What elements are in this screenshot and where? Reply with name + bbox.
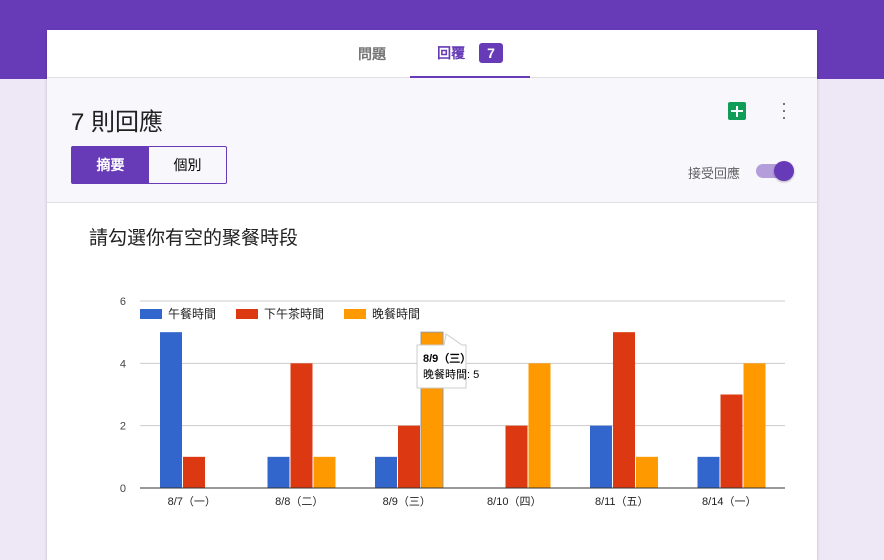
legend-label: 午餐時間	[168, 306, 216, 321]
bar	[313, 456, 336, 488]
legend-label: 晚餐時間	[372, 306, 420, 321]
bar	[398, 425, 420, 488]
x-tick-label: 8/8（二）	[275, 495, 323, 508]
y-tick-label: 6	[120, 296, 126, 308]
bar	[267, 456, 290, 488]
x-tick-label: 8/7（一）	[168, 495, 216, 508]
page-title: 7 則回應	[71, 109, 164, 136]
bar	[636, 456, 658, 488]
bar	[375, 456, 397, 488]
bar	[290, 363, 313, 488]
y-tick-label: 2	[120, 421, 126, 433]
y-tick-label: 0	[120, 483, 126, 495]
x-tick-label: 8/9（三）	[383, 495, 431, 508]
bar	[720, 394, 743, 488]
tab-responses[interactable]: 回覆 7	[410, 30, 530, 78]
tab-responses-label: 回覆	[437, 45, 466, 61]
bar-chart: 0 2 4 6 8/7（一） 8/8（二） 8/9（三） 8/10（四） 8/11（五） 8/14…	[120, 296, 785, 508]
question-title: 請勾選你有空的聚餐時段	[89, 228, 299, 249]
sheets-icon[interactable]	[728, 102, 746, 120]
response-count-badge: 7	[479, 43, 503, 63]
bar	[528, 363, 551, 488]
accepting-responses-toggle[interactable]	[756, 161, 794, 181]
bar	[697, 456, 720, 488]
responses-card: 問題 回覆 7 7 則回應 · · · 摘要 個別 接受回應	[47, 30, 817, 560]
individual-button[interactable]: 個別	[173, 157, 202, 173]
tooltip-box	[416, 333, 467, 389]
tab-bar: 問題 回覆 7	[47, 30, 817, 78]
responses-header: 7 則回應 · · · 摘要 個別 接受回應	[47, 78, 817, 203]
tab-questions[interactable]: 問題	[358, 46, 386, 62]
summary-button[interactable]: 摘要	[72, 147, 149, 183]
x-tick-label: 8/14（一）	[702, 495, 756, 508]
y-tick-label: 4	[120, 358, 126, 370]
x-tick-label: 8/10（四）	[487, 495, 541, 508]
accepting-responses-label: 接受回應	[688, 166, 741, 181]
legend-swatch	[140, 309, 162, 319]
bar	[183, 456, 205, 488]
bar	[160, 332, 182, 488]
bar	[613, 332, 635, 488]
more-vert-icon[interactable]: · · ·	[781, 93, 787, 127]
x-tick-label: 8/11（五）	[595, 495, 649, 508]
view-toggle: 摘要 個別	[71, 146, 227, 184]
tooltip-title: 8/9（三）	[423, 352, 471, 365]
legend-swatch	[344, 309, 366, 319]
bar	[590, 425, 612, 488]
bar	[743, 363, 766, 488]
legend-swatch	[236, 309, 258, 319]
tooltip-text: 晚餐時間: 5	[423, 367, 479, 381]
bar	[505, 425, 528, 488]
legend-label: 下午茶時間	[264, 306, 324, 321]
